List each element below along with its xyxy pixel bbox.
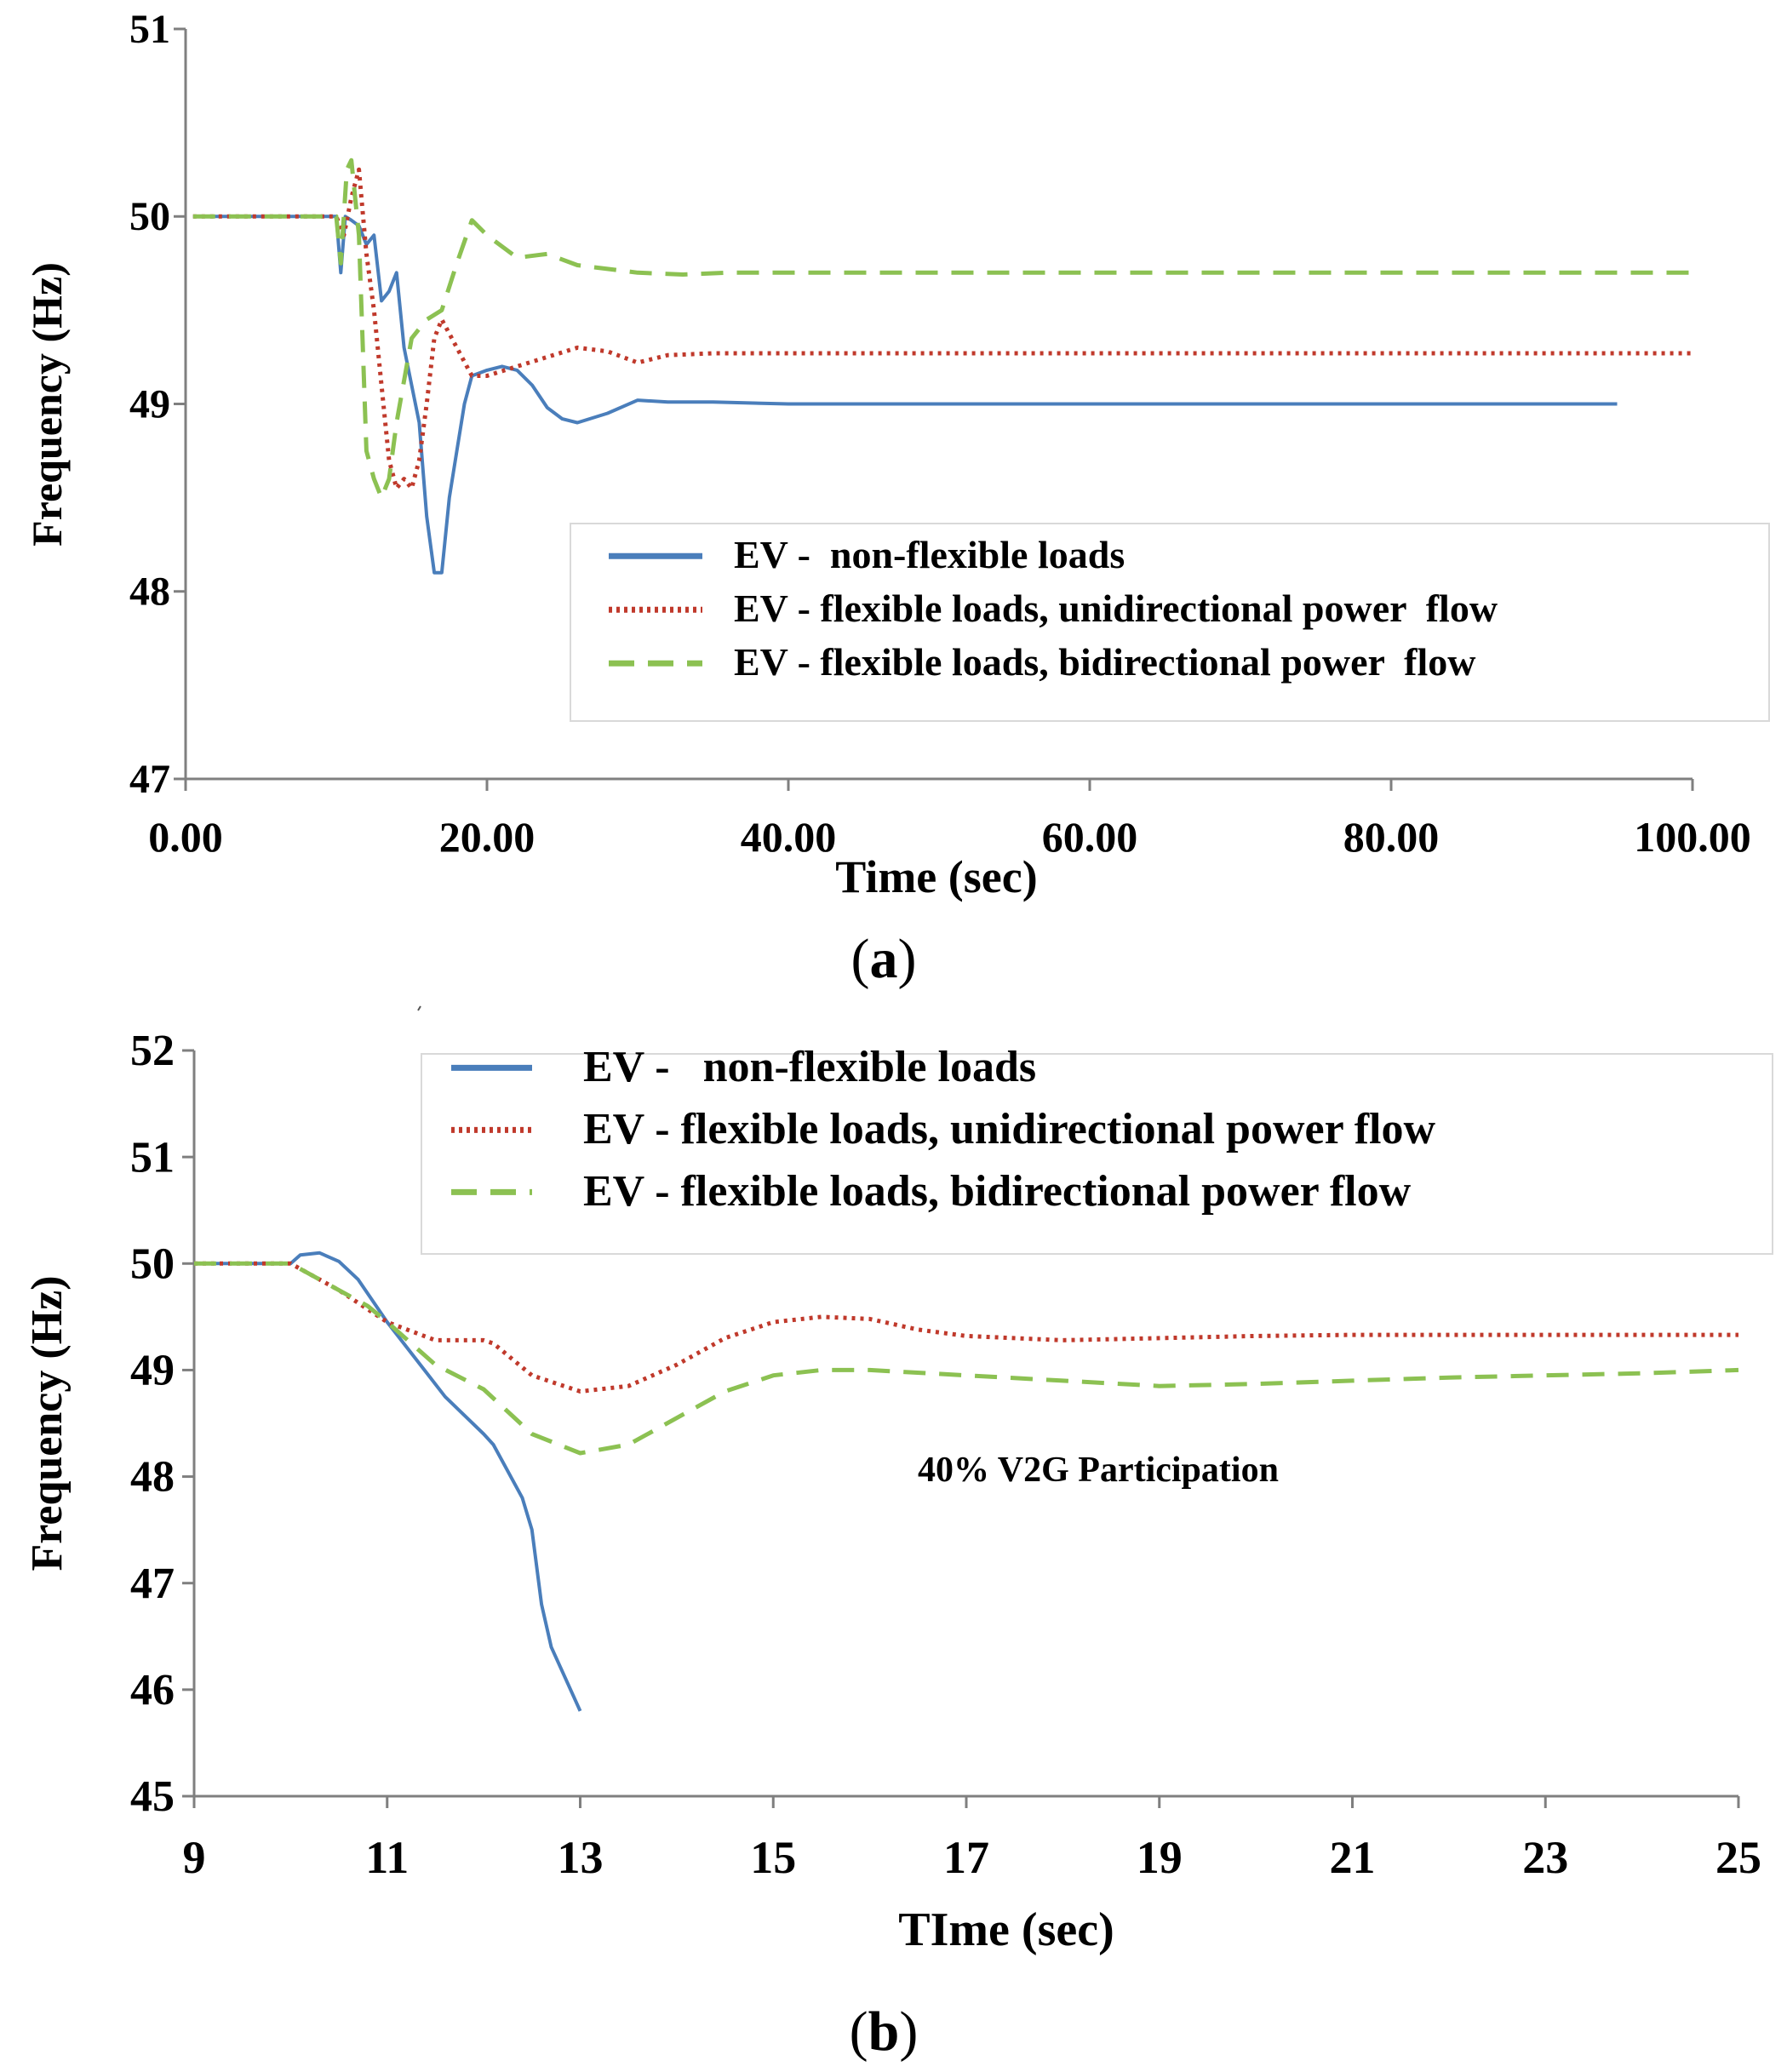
chartb-panel-paren-open: ( — [850, 2000, 868, 2063]
chartb-y-tick-label: 49 — [130, 1347, 175, 1395]
chartb-panel-paren-close: ) — [899, 2000, 918, 2063]
chartb-y-tick-label: 52 — [130, 1027, 175, 1075]
charta-series-line-dashed — [192, 157, 1692, 501]
chartb-x-tick-label: 9 — [183, 1832, 206, 1883]
charta-series-line-dotted — [192, 167, 1692, 491]
charta-x-tick-label: 0.00 — [148, 813, 223, 861]
charta-y-axis-label: Frequency (Hz) — [23, 262, 71, 547]
chartb-y-tick-label: 48 — [130, 1453, 175, 1502]
charta-x-tick-label: 60.00 — [1042, 813, 1138, 861]
chartb-x-tick-label: 17 — [943, 1832, 989, 1883]
chartb-x-tick-label: 13 — [558, 1832, 604, 1883]
chartb-x-tick-label: 15 — [750, 1832, 796, 1883]
chartb-panel-label: (b) — [850, 2000, 919, 2063]
charta-y-tick-label: 47 — [129, 757, 170, 802]
charta-panel-label: (a) — [851, 928, 917, 990]
chartb-x-axis-label: TIme (sec) — [898, 1903, 1114, 1956]
chartb-x-tick-label: 23 — [1522, 1832, 1568, 1883]
charta-x-tick-label: 20.00 — [439, 813, 536, 861]
charta-legend-label: EV - non-flexible loads — [734, 533, 1125, 576]
charta-panel-letter: a — [870, 928, 898, 990]
chartb-x-tick-label: 21 — [1330, 1832, 1376, 1883]
charta-y-tick-label: 51 — [129, 7, 170, 52]
chartb-legend-label: EV - flexible loads, unidirectional powe… — [583, 1105, 1435, 1153]
chartb-annotation: 40% V2G Participation — [918, 1451, 1279, 1490]
chartb-y-tick-label: 47 — [130, 1560, 175, 1608]
charta-y-tick-label: 49 — [129, 381, 170, 426]
charta-x-tick-label: 40.00 — [741, 813, 837, 861]
chartb-y-axis-label: Frequency (Hz) — [23, 1275, 72, 1571]
charta-legend-label: EV - flexible loads, bidirectional power… — [734, 640, 1475, 684]
chartb-y-tick-label: 50 — [130, 1239, 175, 1288]
charta-x-tick-label: 100.00 — [1634, 813, 1751, 861]
charta-y-tick-label: 48 — [129, 570, 170, 615]
charta-panel-paren-close: ) — [898, 928, 917, 990]
chartb-series-line-dashed — [194, 1261, 1739, 1456]
chartb-y-tick-label: 51 — [130, 1133, 175, 1182]
chartb-legend-label: EV - flexible loads, bidirectional power… — [583, 1167, 1412, 1216]
chartb-y-tick-label: 46 — [130, 1666, 175, 1714]
charta-x-tick-label: 80.00 — [1343, 813, 1440, 861]
charta-series-line-solid — [192, 215, 1618, 575]
chartb-x-tick-label: 11 — [365, 1832, 409, 1883]
charta-legend-box — [570, 523, 1770, 722]
chartb-x-tick-label: 25 — [1715, 1832, 1761, 1883]
charta-x-axis-label: Time (sec) — [835, 851, 1037, 902]
charta-y-tick-label: 50 — [129, 194, 170, 239]
chartb-legend-label: EV - non-flexible loads — [583, 1043, 1036, 1091]
charta-panel-paren-open: ( — [851, 928, 870, 990]
chartb-series-line-solid — [194, 1251, 582, 1712]
stray-mark — [417, 1005, 421, 1011]
chartb-panel-letter: b — [868, 2000, 900, 2063]
charta-legend-label: EV - flexible loads, unidirectional powe… — [734, 587, 1498, 630]
chartb-x-tick-label: 19 — [1137, 1832, 1183, 1883]
chartb-legend-box — [421, 1053, 1773, 1255]
chartb-y-tick-label: 45 — [130, 1772, 175, 1821]
